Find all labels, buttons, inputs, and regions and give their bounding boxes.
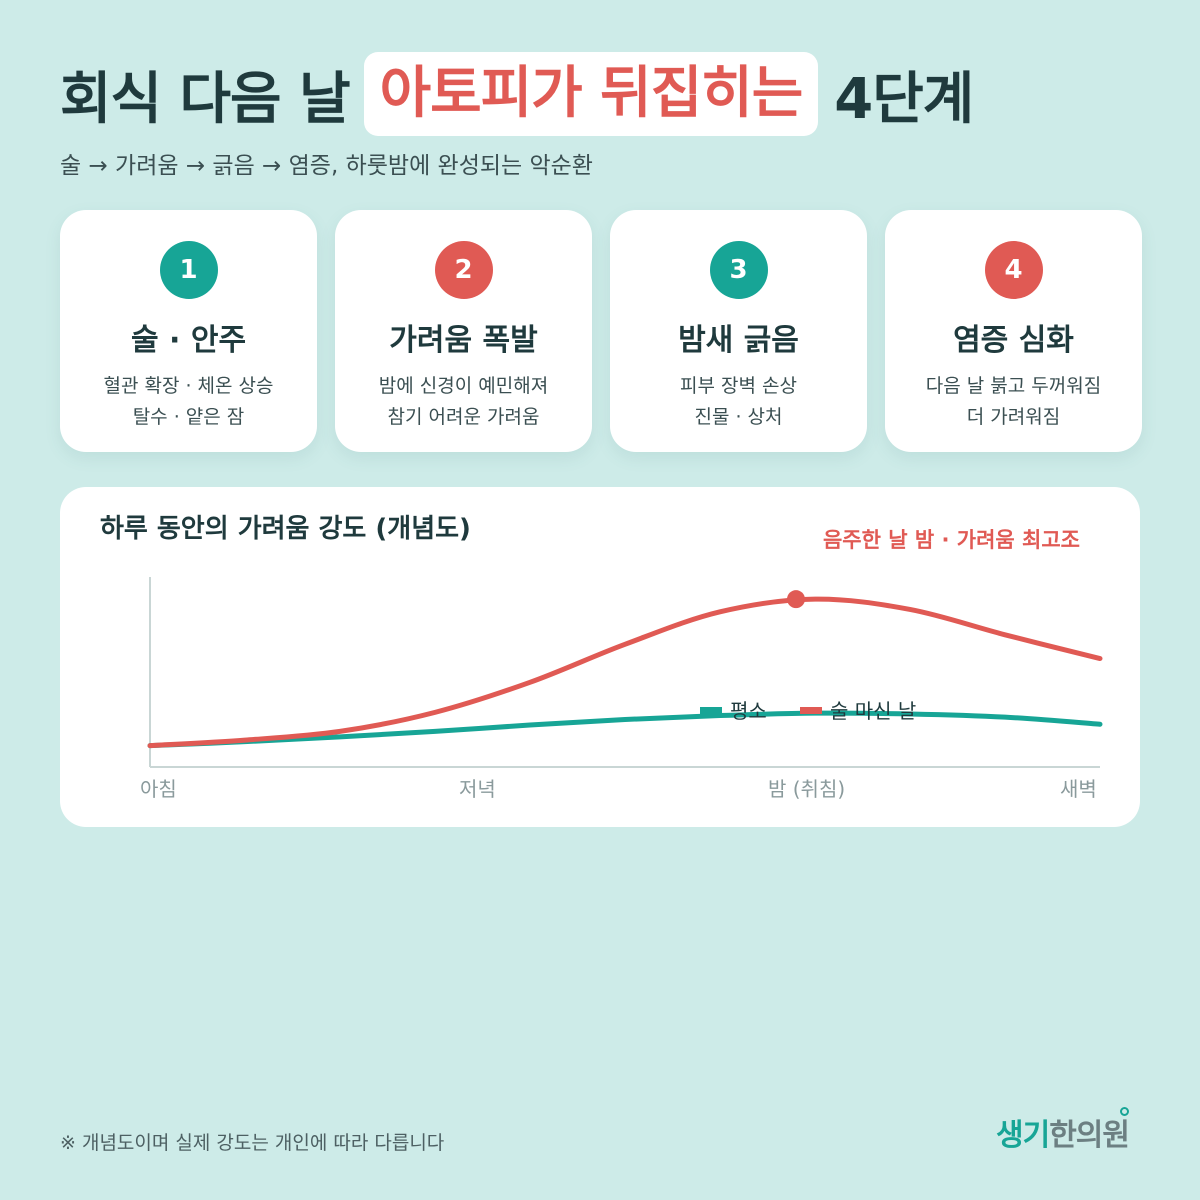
step-desc-line: 피부 장벽 손상 xyxy=(680,375,797,397)
peak-annotation: 음주한 날 밤 · 가려움 최고조 xyxy=(823,528,1080,552)
step-desc-line: 진물 · 상처 xyxy=(694,406,783,428)
step-desc-line: 밤에 신경이 예민해져 xyxy=(378,375,549,397)
step-number-badge: 4 xyxy=(984,241,1043,299)
itch-intensity-chart: 하루 동안의 가려움 강도 (개념도) 아침 저녁 밤 (취침) 새벽 평소 술 마신 … xyxy=(60,487,1140,827)
series-line-2 xyxy=(147,596,1103,749)
legend-label: 평소 xyxy=(730,699,767,723)
step-description: 혈관 확장 · 체온 상승 탈수 · 얕은 잠 xyxy=(103,371,273,433)
step-title: 술 · 안주 xyxy=(130,323,247,358)
x-tick-label: 새벽 xyxy=(1060,777,1097,801)
x-tick-label: 밤 (취침) xyxy=(768,777,845,801)
step-title: 염증 심화 xyxy=(953,323,1074,358)
step-card-4: 4 염증 심화 다음 날 붉고 두꺼워짐 더 가려워짐 xyxy=(885,210,1142,452)
legend-swatch xyxy=(700,707,722,714)
title-suffix: 4단계 xyxy=(834,66,974,132)
step-description: 다음 날 붉고 두꺼워짐 더 가려워짐 xyxy=(926,371,1101,433)
page-subtitle: 술 → 가려움 → 긁음 → 염증, 하룻밤에 완성되는 악순환 xyxy=(60,153,593,179)
step-card-1: 1 술 · 안주 혈관 확장 · 체온 상승 탈수 · 얕은 잠 xyxy=(60,210,317,452)
legend-label: 술 마신 날 xyxy=(830,699,916,723)
step-number-badge: 2 xyxy=(434,241,493,299)
chart-title: 하루 동안의 가려움 강도 (개념도) xyxy=(100,514,471,544)
step-description: 밤에 신경이 예민해져 참기 어려운 가려움 xyxy=(379,371,548,433)
peak-marker xyxy=(787,590,805,609)
step-desc-line: 참기 어려운 가려움 xyxy=(387,406,540,428)
title-prefix: 회식 다음 날 xyxy=(60,66,351,132)
step-cards: 1 술 · 안주 혈관 확장 · 체온 상승 탈수 · 얕은 잠 2 가려움 폭… xyxy=(60,210,1142,452)
step-number-badge: 3 xyxy=(709,241,768,299)
step-desc-line: 탈수 · 얕은 잠 xyxy=(132,406,245,428)
title-highlight: 아토피가 뒤집히는 xyxy=(363,52,819,136)
chart-svg: 하루 동안의 가려움 강도 (개념도) 아침 저녁 밤 (취침) 새벽 평소 술 마신 … xyxy=(100,514,1103,801)
step-description: 피부 장벽 손상 진물 · 상처 xyxy=(680,371,797,433)
step-desc-line: 다음 날 붉고 두꺼워짐 xyxy=(925,375,1102,397)
step-title: 가려움 폭발 xyxy=(389,323,538,358)
logo-part-2: 한의원 xyxy=(1049,1118,1130,1153)
step-desc-line: 혈관 확장 · 체온 상승 xyxy=(103,375,274,397)
series-line-1 xyxy=(147,710,1103,749)
step-card-2: 2 가려움 폭발 밤에 신경이 예민해져 참기 어려운 가려움 xyxy=(335,210,592,452)
step-card-3: 3 밤새 긁음 피부 장벽 손상 진물 · 상처 xyxy=(610,210,867,452)
logo-part-1: 생기 xyxy=(996,1118,1050,1153)
step-desc-line: 더 가려워짐 xyxy=(966,406,1061,428)
footnote: ※ 개념도이며 실제 강도는 개인에 따라 다릅니다 xyxy=(60,1132,445,1154)
clinic-logo: 생기한의원 xyxy=(996,1110,1130,1154)
legend-swatch xyxy=(800,707,822,714)
page-title: 회식 다음 날 아토피가 뒤집히는 4단계 xyxy=(60,52,974,136)
x-tick-label: 저녁 xyxy=(459,777,496,801)
x-tick-label: 아침 xyxy=(140,777,177,801)
step-number-badge: 1 xyxy=(159,241,218,299)
step-title: 밤새 긁음 xyxy=(678,323,799,358)
logo-ring-icon xyxy=(1120,1107,1129,1116)
